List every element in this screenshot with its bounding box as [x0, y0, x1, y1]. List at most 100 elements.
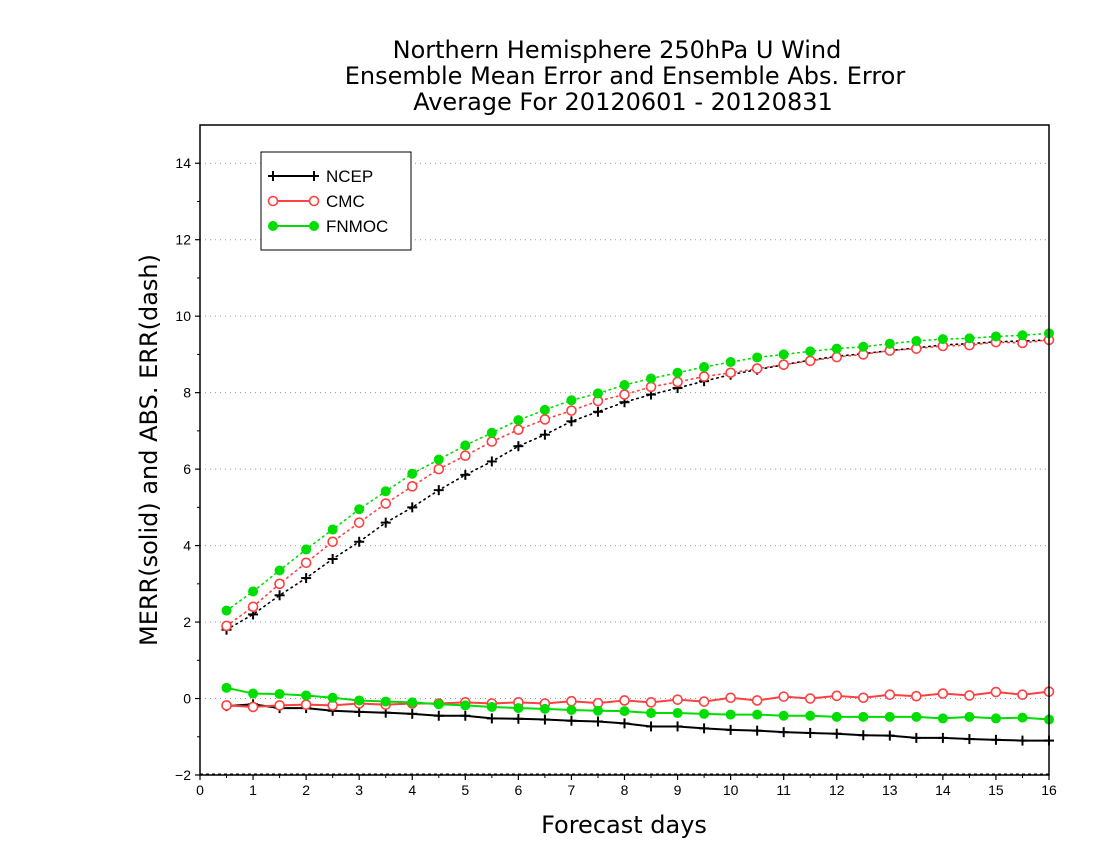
point-fnmoc-abs-error: [937, 334, 948, 345]
point-cmc-mean-error: [274, 700, 285, 711]
y-tick-label: 8: [183, 385, 191, 401]
x-tick-label: 15: [988, 782, 1004, 798]
x-tick-label: 11: [776, 782, 791, 798]
point-ncep-mean-error: [831, 728, 842, 739]
point-cmc-abs-error: [513, 424, 524, 436]
point-cmc-mean-error: [831, 690, 843, 702]
point-fnmoc-abs-error: [407, 468, 418, 479]
x-tick-label: 10: [723, 782, 739, 798]
markers-fnmoc-mean-error: [221, 682, 1054, 725]
point-fnmoc-abs-error: [380, 486, 391, 497]
point-cmc-mean-error: [884, 689, 896, 701]
point-fnmoc-mean-error: [990, 713, 1001, 724]
point-ncep-abs-error: [407, 502, 418, 513]
legend-marker: [268, 221, 278, 231]
point-cmc-abs-error: [831, 351, 843, 363]
legend-marker: [308, 195, 320, 207]
point-fnmoc-mean-error: [486, 701, 497, 712]
point-cmc-mean-error: [1017, 689, 1028, 701]
legend-label-ncep: NCEP: [326, 167, 373, 186]
legend-marker: [309, 171, 319, 181]
point-fnmoc-mean-error: [274, 688, 285, 699]
point-fnmoc-abs-error: [566, 395, 577, 406]
point-fnmoc-mean-error: [592, 705, 603, 716]
point-fnmoc-abs-error: [433, 454, 444, 465]
point-ncep-abs-error: [433, 485, 444, 496]
point-fnmoc-mean-error: [725, 709, 736, 720]
point-cmc-mean-error: [751, 695, 763, 706]
point-ncep-mean-error: [619, 718, 630, 729]
point-ncep-abs-error: [486, 456, 497, 467]
point-fnmoc-abs-error: [592, 388, 603, 399]
point-ncep-abs-error: [274, 590, 285, 601]
point-cmc-abs-error: [353, 517, 365, 528]
title-line-2: Ensemble Mean Error and Ensemble Abs. Er…: [345, 62, 906, 90]
point-fnmoc-abs-error: [805, 346, 816, 357]
point-ncep-mean-error: [778, 727, 789, 738]
point-cmc-abs-error: [221, 620, 232, 632]
point-fnmoc-mean-error: [831, 711, 842, 722]
point-cmc-mean-error: [566, 695, 577, 707]
point-fnmoc-mean-error: [354, 695, 365, 706]
gridlines: [200, 162, 1049, 775]
x-tick-label: 1: [249, 782, 257, 798]
point-fnmoc-abs-error: [221, 605, 232, 616]
point-cmc-mean-error: [857, 692, 869, 704]
point-cmc-mean-error: [725, 692, 736, 704]
point-fnmoc-mean-error: [327, 692, 338, 703]
line-ncep-abs-error: [225, 339, 1050, 631]
point-cmc-abs-error: [274, 578, 285, 590]
y-tick-label: 0: [183, 691, 191, 707]
point-cmc-mean-error: [300, 699, 312, 710]
point-fnmoc-abs-error: [672, 367, 683, 378]
point-ncep-mean-error: [911, 732, 922, 743]
point-fnmoc-abs-error: [964, 333, 975, 344]
point-ncep-abs-error: [301, 573, 312, 584]
point-ncep-mean-error: [566, 715, 577, 726]
point-fnmoc-abs-error: [699, 362, 710, 373]
line-cmc-abs-error: [225, 339, 1050, 627]
point-cmc-abs-error: [804, 355, 816, 367]
point-ncep-mean-error: [884, 730, 895, 741]
point-fnmoc-mean-error: [460, 700, 471, 711]
point-ncep-abs-error: [539, 429, 550, 440]
legend-item-fnmoc: FNMOC: [268, 217, 388, 236]
point-ncep-mean-error: [672, 721, 683, 732]
point-cmc-mean-error: [911, 690, 922, 702]
point-ncep-mean-error: [699, 723, 710, 734]
point-cmc-abs-error: [406, 481, 418, 492]
x-tick-label: 7: [568, 782, 576, 798]
point-ncep-mean-error: [752, 725, 763, 736]
point-ncep-abs-error: [592, 406, 603, 417]
markers-cmc-abs-error: [221, 334, 1055, 632]
point-cmc-mean-error: [221, 700, 232, 711]
point-fnmoc-mean-error: [248, 688, 259, 699]
point-fnmoc-mean-error: [646, 708, 657, 719]
point-fnmoc-mean-error: [778, 710, 789, 721]
point-ncep-abs-error: [513, 441, 524, 452]
x-tick-label: 3: [355, 782, 363, 798]
point-fnmoc-mean-error: [407, 697, 418, 708]
point-fnmoc-mean-error: [619, 706, 630, 717]
point-fnmoc-mean-error: [301, 690, 312, 701]
x-axis-label: Forecast days: [541, 811, 707, 839]
x-tick-label: 2: [302, 782, 310, 798]
point-fnmoc-mean-error: [539, 703, 550, 714]
x-tick-label: 9: [674, 782, 682, 798]
title-line-3: Average For 20120601 - 20120831: [413, 88, 833, 116]
point-fnmoc-abs-error: [911, 336, 922, 347]
point-fnmoc-mean-error: [380, 696, 391, 707]
point-cmc-abs-error: [698, 371, 710, 382]
point-cmc-abs-error: [327, 536, 338, 548]
point-cmc-abs-error: [619, 389, 630, 400]
point-cmc-abs-error: [725, 367, 736, 379]
point-fnmoc-mean-error: [911, 711, 922, 722]
point-fnmoc-mean-error: [221, 682, 232, 693]
point-ncep-abs-error: [327, 553, 338, 564]
point-fnmoc-mean-error: [805, 710, 816, 721]
point-fnmoc-abs-error: [327, 524, 338, 535]
point-cmc-abs-error: [645, 381, 657, 393]
plot-series: [221, 328, 1055, 746]
